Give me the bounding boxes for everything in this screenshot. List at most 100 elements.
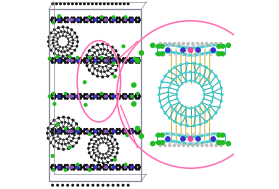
Circle shape	[58, 168, 60, 170]
Circle shape	[65, 46, 66, 47]
Circle shape	[102, 19, 104, 21]
Circle shape	[61, 31, 62, 32]
Circle shape	[112, 95, 115, 98]
Circle shape	[217, 44, 221, 48]
Circle shape	[97, 165, 98, 166]
Circle shape	[173, 51, 175, 54]
Circle shape	[197, 43, 198, 44]
Circle shape	[112, 62, 114, 63]
Circle shape	[68, 19, 69, 21]
Circle shape	[201, 46, 203, 48]
Circle shape	[133, 96, 134, 97]
Circle shape	[203, 45, 206, 48]
Circle shape	[238, 51, 242, 55]
Circle shape	[124, 16, 127, 18]
Circle shape	[68, 55, 71, 58]
Circle shape	[198, 142, 201, 145]
Circle shape	[91, 62, 92, 63]
Circle shape	[107, 75, 109, 77]
Circle shape	[168, 70, 171, 73]
Circle shape	[163, 45, 165, 46]
Circle shape	[129, 129, 131, 130]
Circle shape	[62, 56, 64, 57]
Circle shape	[181, 48, 185, 52]
Circle shape	[60, 17, 62, 19]
Circle shape	[198, 53, 201, 56]
Circle shape	[125, 58, 127, 59]
Circle shape	[97, 132, 98, 134]
Circle shape	[69, 129, 70, 131]
Circle shape	[185, 80, 187, 82]
Circle shape	[64, 168, 66, 170]
Circle shape	[88, 143, 90, 145]
Circle shape	[218, 140, 221, 143]
Circle shape	[103, 154, 104, 155]
Circle shape	[83, 60, 84, 61]
Circle shape	[216, 54, 218, 56]
Circle shape	[112, 65, 113, 66]
Circle shape	[123, 165, 124, 166]
Circle shape	[138, 165, 140, 166]
Circle shape	[215, 112, 217, 114]
Circle shape	[163, 143, 165, 144]
Circle shape	[170, 44, 173, 46]
Circle shape	[199, 143, 200, 144]
Circle shape	[83, 167, 84, 168]
Circle shape	[106, 143, 107, 144]
Circle shape	[93, 146, 94, 147]
Circle shape	[139, 96, 141, 97]
Circle shape	[221, 140, 223, 143]
Circle shape	[96, 19, 97, 21]
Circle shape	[133, 131, 134, 132]
Circle shape	[69, 48, 71, 49]
Circle shape	[70, 167, 71, 168]
Circle shape	[55, 131, 57, 132]
Circle shape	[158, 93, 160, 96]
Circle shape	[57, 44, 58, 45]
Circle shape	[73, 94, 75, 95]
Circle shape	[131, 62, 133, 63]
Circle shape	[107, 3, 109, 5]
Circle shape	[185, 115, 187, 118]
Circle shape	[205, 143, 206, 144]
Circle shape	[170, 51, 173, 54]
Circle shape	[79, 132, 80, 134]
Circle shape	[57, 184, 58, 186]
Circle shape	[71, 140, 72, 142]
Circle shape	[109, 60, 110, 61]
Circle shape	[125, 132, 127, 134]
Circle shape	[110, 68, 111, 69]
Circle shape	[88, 148, 89, 149]
Circle shape	[97, 62, 98, 63]
Circle shape	[64, 127, 67, 130]
Circle shape	[188, 136, 191, 138]
Circle shape	[160, 44, 164, 48]
Circle shape	[50, 50, 52, 51]
Circle shape	[94, 96, 95, 97]
Circle shape	[60, 168, 62, 170]
Circle shape	[98, 162, 99, 163]
Circle shape	[64, 51, 65, 52]
Circle shape	[165, 51, 168, 53]
Circle shape	[166, 48, 170, 52]
Circle shape	[104, 168, 105, 170]
Circle shape	[71, 165, 73, 166]
Circle shape	[52, 131, 53, 132]
Circle shape	[116, 58, 118, 59]
Circle shape	[139, 134, 143, 138]
Circle shape	[91, 139, 92, 140]
Circle shape	[48, 36, 50, 38]
Circle shape	[126, 19, 128, 21]
Circle shape	[71, 125, 72, 126]
Circle shape	[60, 62, 62, 63]
Circle shape	[122, 45, 125, 48]
Circle shape	[96, 131, 97, 132]
Circle shape	[198, 82, 200, 84]
Circle shape	[74, 134, 75, 136]
Circle shape	[199, 54, 200, 56]
Circle shape	[67, 50, 68, 51]
Circle shape	[138, 62, 140, 63]
Circle shape	[110, 141, 111, 142]
Circle shape	[221, 133, 223, 136]
Circle shape	[53, 128, 54, 129]
